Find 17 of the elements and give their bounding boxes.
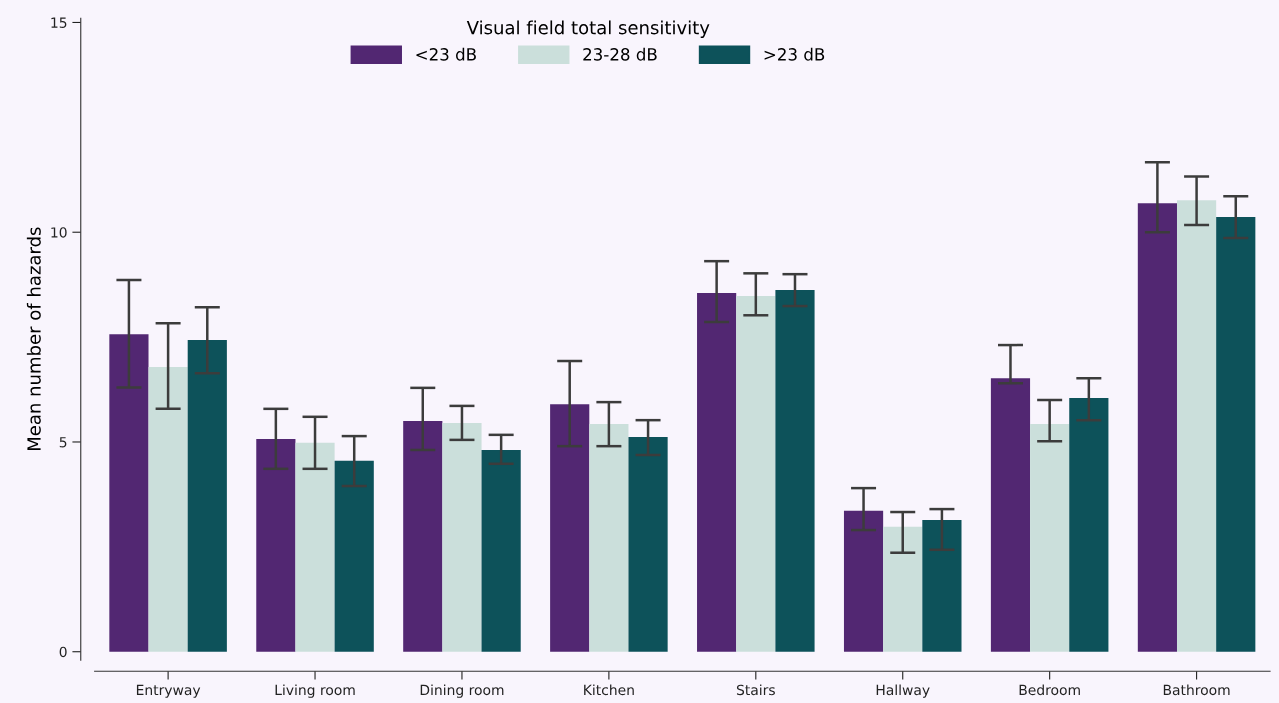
y-axis-title: Mean number of hazards [26, 227, 41, 451]
x-tick-label: Dining room [420, 684, 504, 698]
x-tick-label: Bedroom [1019, 684, 1080, 696]
legend-label: 23-28 dB [583, 47, 657, 61]
x-tick-label: Stairs [736, 684, 775, 696]
legend-label: <23 dB [416, 47, 476, 61]
x-tick-label: Bathroom [1163, 684, 1230, 696]
y-tick-label: 0 [59, 646, 67, 658]
y-tick-label: 10 [51, 227, 67, 238]
x-tick-label: Hallway [876, 684, 930, 698]
x-tick-label: Kitchen [584, 684, 634, 696]
x-tick-label: Entryway [136, 684, 201, 698]
y-tick-label: 15 [51, 17, 67, 28]
x-tick-label: Living room [275, 684, 355, 698]
legend-label: >23 dB [764, 47, 825, 61]
legend-title: Visual field total sensitivity [466, 20, 710, 38]
y-tick-label: 5 [59, 437, 67, 448]
